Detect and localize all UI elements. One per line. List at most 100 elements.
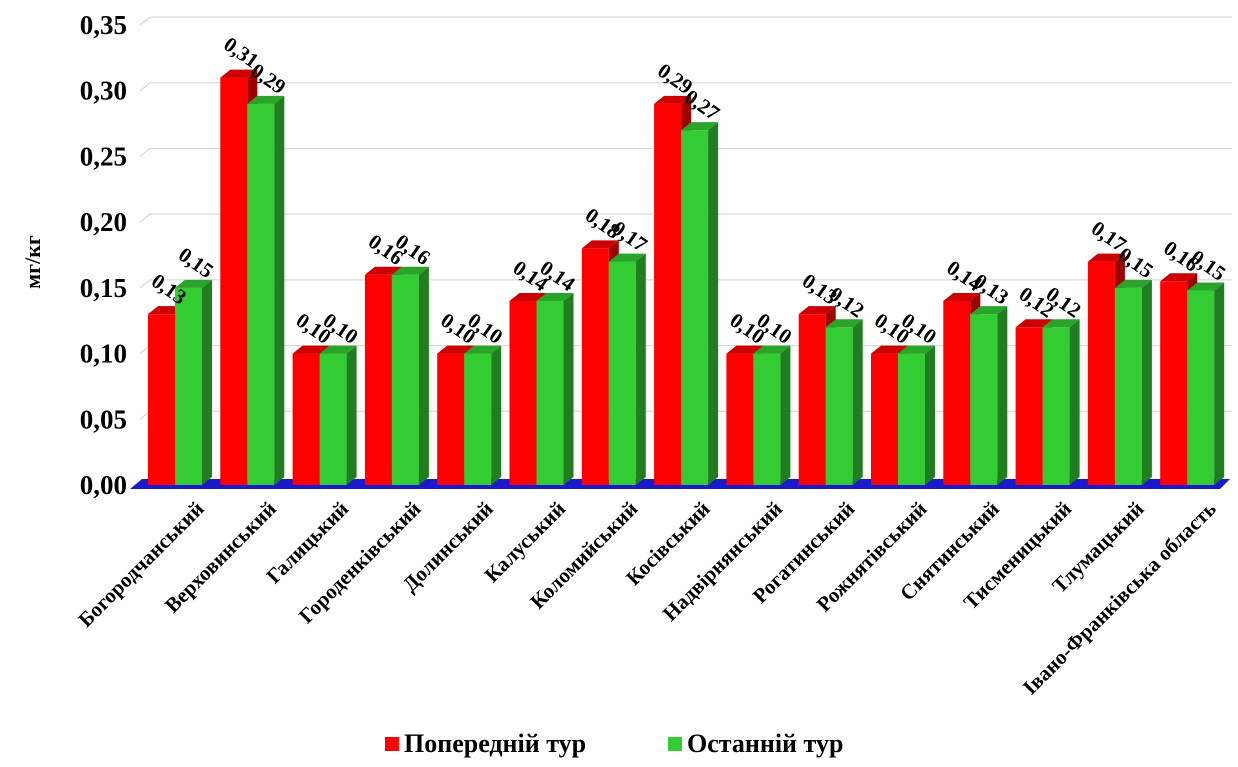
bar-top xyxy=(247,95,285,104)
gridline-depth xyxy=(139,16,151,26)
bar-side xyxy=(635,253,646,485)
bar-top xyxy=(464,345,502,354)
bar-top xyxy=(654,95,692,104)
bar-front xyxy=(509,301,537,485)
bar-side xyxy=(780,345,791,485)
bar-top xyxy=(681,122,719,131)
y-tick-label: 0,35 xyxy=(80,10,127,40)
bar-front xyxy=(536,301,564,485)
bar-front xyxy=(825,327,853,485)
bar-last xyxy=(898,345,935,485)
bar-last xyxy=(175,279,212,485)
bar-side xyxy=(852,319,863,485)
bar-top xyxy=(825,319,863,328)
bar-top xyxy=(1187,282,1225,291)
bar-top xyxy=(581,240,619,249)
legend-label-last: Останній тур xyxy=(687,729,843,758)
bar-top xyxy=(536,293,574,301)
category-label: Богородчанський xyxy=(73,497,208,632)
bar-front xyxy=(654,103,682,485)
bar-top xyxy=(220,69,258,78)
bar-front xyxy=(247,103,275,485)
bar-last xyxy=(464,345,502,485)
y-axis-title: мг/кг xyxy=(20,235,45,289)
bar-last xyxy=(391,266,429,485)
bar-top xyxy=(943,293,981,301)
bar-top xyxy=(970,306,1008,315)
bar-side xyxy=(1069,319,1080,485)
bar-front xyxy=(364,274,392,485)
bar-side xyxy=(997,306,1008,485)
bar-top xyxy=(319,345,357,354)
bar-front xyxy=(1114,287,1142,485)
bar-top xyxy=(175,279,212,288)
y-tick-label: 0,30 xyxy=(80,76,127,106)
bar-side xyxy=(925,345,935,485)
data-label: 0,15 xyxy=(174,242,218,283)
bar-front xyxy=(437,353,465,485)
bar-last xyxy=(247,95,285,485)
gridline-depth xyxy=(139,213,151,223)
bar-front xyxy=(681,130,709,485)
bar-last xyxy=(536,293,574,485)
bar-side xyxy=(491,345,502,485)
bar-last xyxy=(1187,282,1225,485)
legend-label-previous: Попередній тур xyxy=(404,729,586,758)
bar-front xyxy=(292,353,320,485)
bar-top xyxy=(753,345,791,354)
bar-front xyxy=(898,353,925,485)
bar-side xyxy=(346,345,357,485)
bar-front xyxy=(753,353,781,485)
bar-last xyxy=(1114,279,1152,485)
bar-top xyxy=(1160,273,1198,282)
bar-side xyxy=(1141,279,1152,485)
bar-front xyxy=(175,287,202,485)
y-tick-label: 0,10 xyxy=(80,339,127,369)
bar-top xyxy=(871,345,908,354)
legend-swatch-previous xyxy=(385,737,399,751)
y-axis-ticks: 0,00 0,05 0,10 0,15 0,20 0,25 0,30 0,35 xyxy=(80,10,127,500)
bar-side xyxy=(563,293,574,485)
bar-top xyxy=(1042,319,1080,328)
bar-front xyxy=(220,77,248,486)
bar-top xyxy=(292,345,330,354)
bar-front xyxy=(943,301,971,485)
bar-front xyxy=(319,353,347,485)
bar-front xyxy=(608,261,636,485)
y-tick-label: 0,00 xyxy=(80,470,127,500)
bar-front xyxy=(871,353,898,485)
bar-side xyxy=(1214,282,1225,485)
legend: Попередній тур Останній тур xyxy=(385,729,843,758)
bar-last xyxy=(319,345,357,485)
bar-front xyxy=(581,248,609,485)
bar-top xyxy=(1087,253,1125,262)
bar-last xyxy=(608,253,646,485)
y-tick-label: 0,05 xyxy=(80,404,127,434)
bar-top xyxy=(798,306,836,315)
bar-top xyxy=(898,345,935,354)
bar-top xyxy=(726,345,764,354)
bars xyxy=(148,69,1225,486)
bar-front xyxy=(148,314,175,485)
bar-top xyxy=(391,266,429,275)
bar-top xyxy=(509,293,547,301)
bar-top xyxy=(608,253,646,262)
bar-top xyxy=(1015,319,1053,328)
bar-side xyxy=(202,279,212,485)
bar-top xyxy=(437,345,475,354)
gridline-depth xyxy=(139,82,151,92)
legend-swatch-last xyxy=(668,737,682,751)
bar-front xyxy=(1087,261,1115,485)
bar-front xyxy=(726,353,754,485)
bar-last xyxy=(825,319,863,485)
bar-last xyxy=(970,306,1008,485)
bar-top xyxy=(364,266,402,275)
bar-front xyxy=(464,353,492,485)
bar-last xyxy=(681,122,719,486)
bar-front xyxy=(1187,290,1215,485)
bar-front xyxy=(970,314,998,485)
category-labels: БогородчанськийВерховинськийГалицькийГор… xyxy=(73,497,1220,700)
bar-front xyxy=(798,314,826,485)
gridline-depth xyxy=(139,279,151,289)
